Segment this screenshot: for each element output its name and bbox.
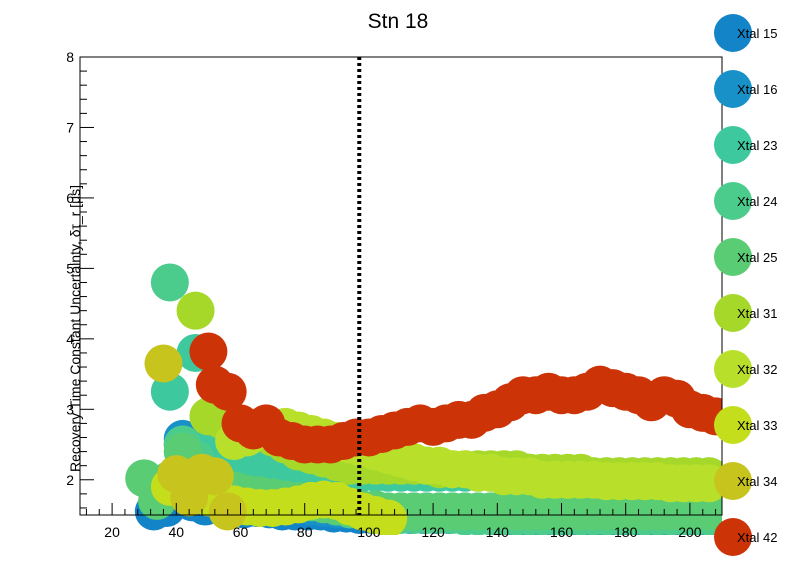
legend-entry: Xtal 15 <box>714 14 777 52</box>
data-point <box>690 464 722 503</box>
legend-label: Xtal 24 <box>737 194 777 209</box>
x-tick-label: 140 <box>486 524 510 540</box>
x-tick-label: 20 <box>104 524 120 540</box>
legend-marker <box>714 126 752 164</box>
legend-marker <box>714 406 752 444</box>
legend-label: Xtal 25 <box>737 250 777 265</box>
y-tick-label: 6 <box>66 190 74 206</box>
legend-entry: Xtal 24 <box>714 182 777 220</box>
y-tick-label: 8 <box>66 49 74 65</box>
x-tick-label: 160 <box>550 524 574 540</box>
data-point <box>176 291 215 330</box>
data-point <box>189 332 228 371</box>
y-tick-label: 7 <box>66 119 74 135</box>
data-point <box>369 499 408 535</box>
legend-entry: Xtal 25 <box>714 238 777 276</box>
y-tick-label: 4 <box>66 331 74 347</box>
legend-marker <box>714 70 752 108</box>
legend-label: Xtal 32 <box>737 362 777 377</box>
legend-label: Xtal 33 <box>737 418 777 433</box>
legend-label: Xtal 34 <box>737 474 777 489</box>
legend-entry: Xtal 33 <box>714 406 777 444</box>
legend-entry: Xtal 32 <box>714 350 777 388</box>
legend-marker <box>714 462 752 500</box>
legend-marker <box>714 294 752 332</box>
legend-marker <box>714 238 752 276</box>
x-tick-label: 180 <box>614 524 638 540</box>
y-tick-label: 5 <box>66 260 74 276</box>
series-xtal-42 <box>189 332 722 464</box>
legend-marker <box>714 14 752 52</box>
legend-label: Xtal 15 <box>737 26 777 41</box>
legend-marker <box>714 518 752 556</box>
data-point <box>208 372 247 411</box>
legend-entry: Xtal 31 <box>714 294 777 332</box>
x-tick-label: 60 <box>233 524 249 540</box>
y-axis-label: Recovery Time Constant Uncertainty, δτ_r… <box>67 185 83 472</box>
legend-marker <box>714 350 752 388</box>
data-point <box>150 263 189 302</box>
axes: 20 40 60 80 100 120 140 160 180 200 2 3 4 5 6 7 8 <box>66 49 723 540</box>
y-tick-label: 3 <box>66 401 74 417</box>
legend-entry: Xtal 16 <box>714 70 777 108</box>
x-tick-label: 200 <box>678 524 702 540</box>
data-point <box>195 457 234 496</box>
plot-frame <box>79 56 723 516</box>
legend: Xtal 15 Xtal 16 Xtal 23 Xtal 24 Xtal 25 Xtal … <box>714 14 777 556</box>
x-tick-label: 120 <box>421 524 445 540</box>
markers-layer <box>125 263 722 535</box>
legend-entry: Xtal 23 <box>714 126 777 164</box>
legend-label: Xtal 16 <box>737 82 777 97</box>
x-tick-label: 40 <box>169 524 185 540</box>
legend-marker <box>714 182 752 220</box>
data-point <box>144 344 183 383</box>
legend-label: Xtal 23 <box>737 138 777 153</box>
legend-entry: Xtal 42 <box>714 518 777 556</box>
legend-entry: Xtal 34 <box>714 462 777 500</box>
y-tick-label: 2 <box>66 472 74 488</box>
x-tick-label: 80 <box>297 524 313 540</box>
x-tick-label: 100 <box>357 524 381 540</box>
chart-title: Stn 18 <box>368 10 429 33</box>
legend-label: Xtal 42 <box>737 530 777 545</box>
legend-label: Xtal 31 <box>737 306 777 321</box>
